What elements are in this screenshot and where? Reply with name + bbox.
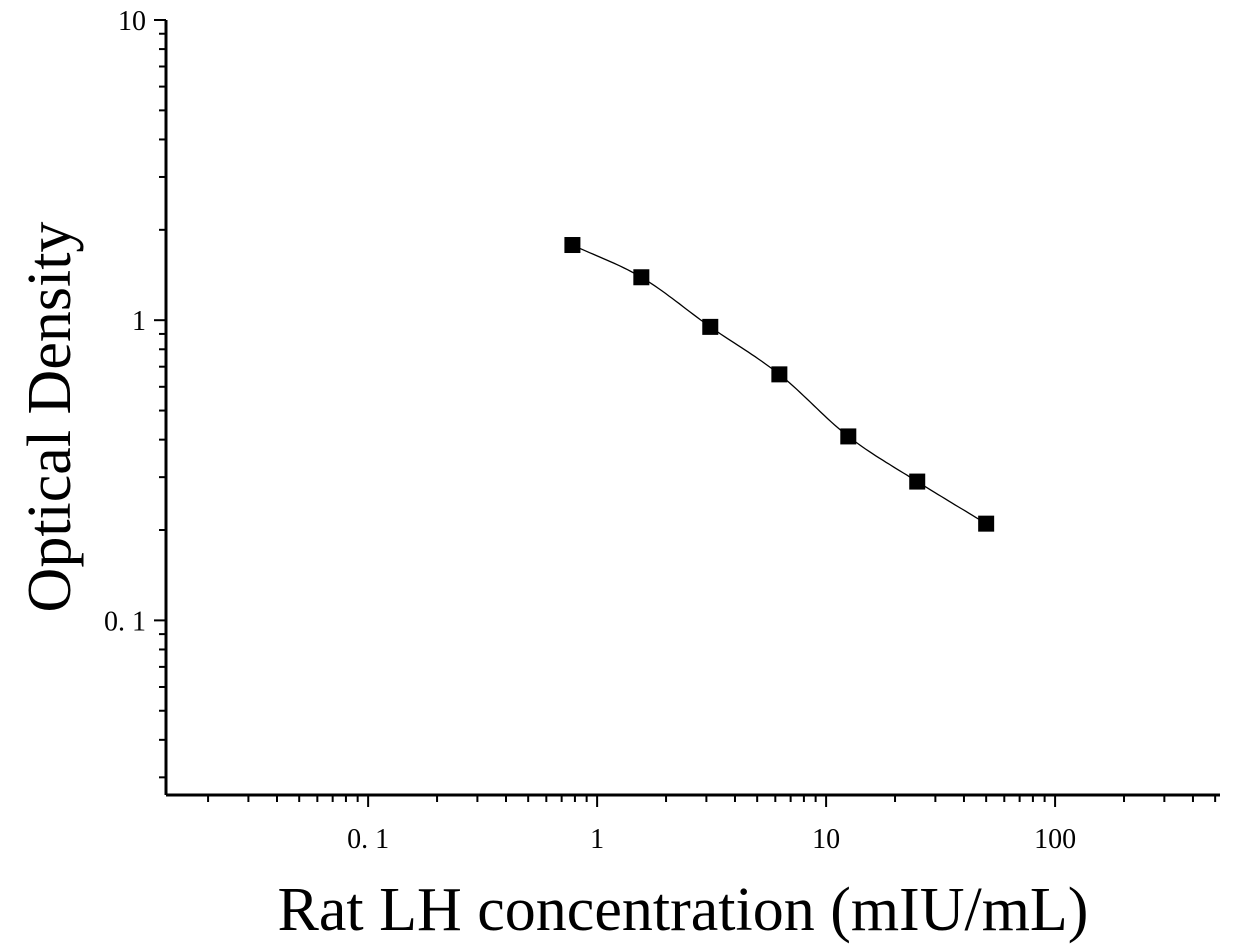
axes: 0. 1 1 10 0. 1 1 10 100 [104, 6, 1220, 855]
x-axis-title: Rat LH concentration (mIU/mL) [278, 876, 1089, 944]
data-point [702, 318, 719, 335]
data-point [633, 269, 650, 286]
x-tick-label: 0. 1 [347, 824, 389, 855]
y-axis-title: Optical Density [16, 222, 84, 613]
y-tick-label: 1 [132, 306, 146, 337]
data-point [840, 428, 857, 445]
y-tick-label: 10 [118, 6, 146, 37]
data-point [771, 366, 788, 383]
data-point [564, 237, 581, 254]
x-tick-label: 100 [1034, 824, 1076, 855]
y-tick-label: 0. 1 [104, 606, 146, 637]
data-marks [564, 237, 995, 532]
x-tick-label: 1 [590, 824, 604, 855]
data-point [909, 473, 926, 490]
data-point [978, 515, 995, 532]
x-tick-label: 10 [812, 824, 840, 855]
